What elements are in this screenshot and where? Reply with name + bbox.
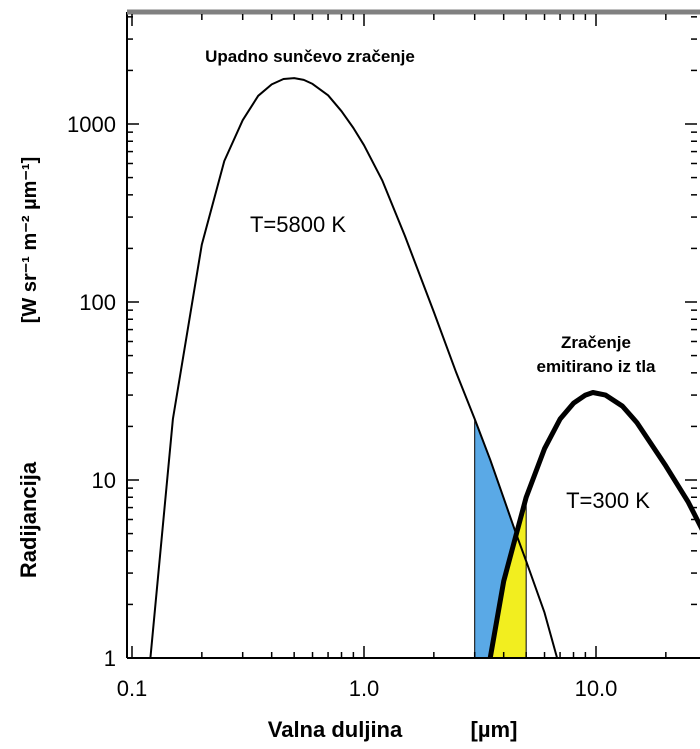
curves (149, 77, 700, 658)
earth-curve-title-line2: emitirano iz tla (536, 357, 656, 376)
y-axis-title: Radijancija (16, 461, 41, 578)
y-tick-label: 100 (79, 290, 116, 315)
y-axis-unit: [W sr⁻¹ m⁻² µm⁻¹] (19, 157, 41, 324)
x-tick-label: 1.0 (349, 676, 380, 701)
tick-labels: 0.1 1.0 10.0 1 10 100 1000 (67, 112, 617, 701)
x-tick-label: 0.1 (117, 676, 148, 701)
sun-temperature-label: T=5800 K (250, 212, 346, 237)
y-tick-label: 10 (92, 468, 116, 493)
sun-curve-title: Upadno sunčevo zračenje (205, 47, 415, 66)
ticks (127, 14, 697, 659)
y-tick-label: 1 (104, 646, 116, 671)
earth-curve-title-line1: Zračenje (561, 333, 631, 352)
ground-radiation-curve (487, 390, 700, 658)
x-tick-label: 10.0 (575, 676, 618, 701)
y-tick-label: 1000 (67, 112, 116, 137)
earth-temperature-label: T=300 K (566, 488, 650, 513)
x-axis-title: Valna duljina (268, 717, 403, 742)
solar-radiation-curve (149, 77, 559, 658)
x-axis-unit: [µm] (471, 717, 518, 742)
